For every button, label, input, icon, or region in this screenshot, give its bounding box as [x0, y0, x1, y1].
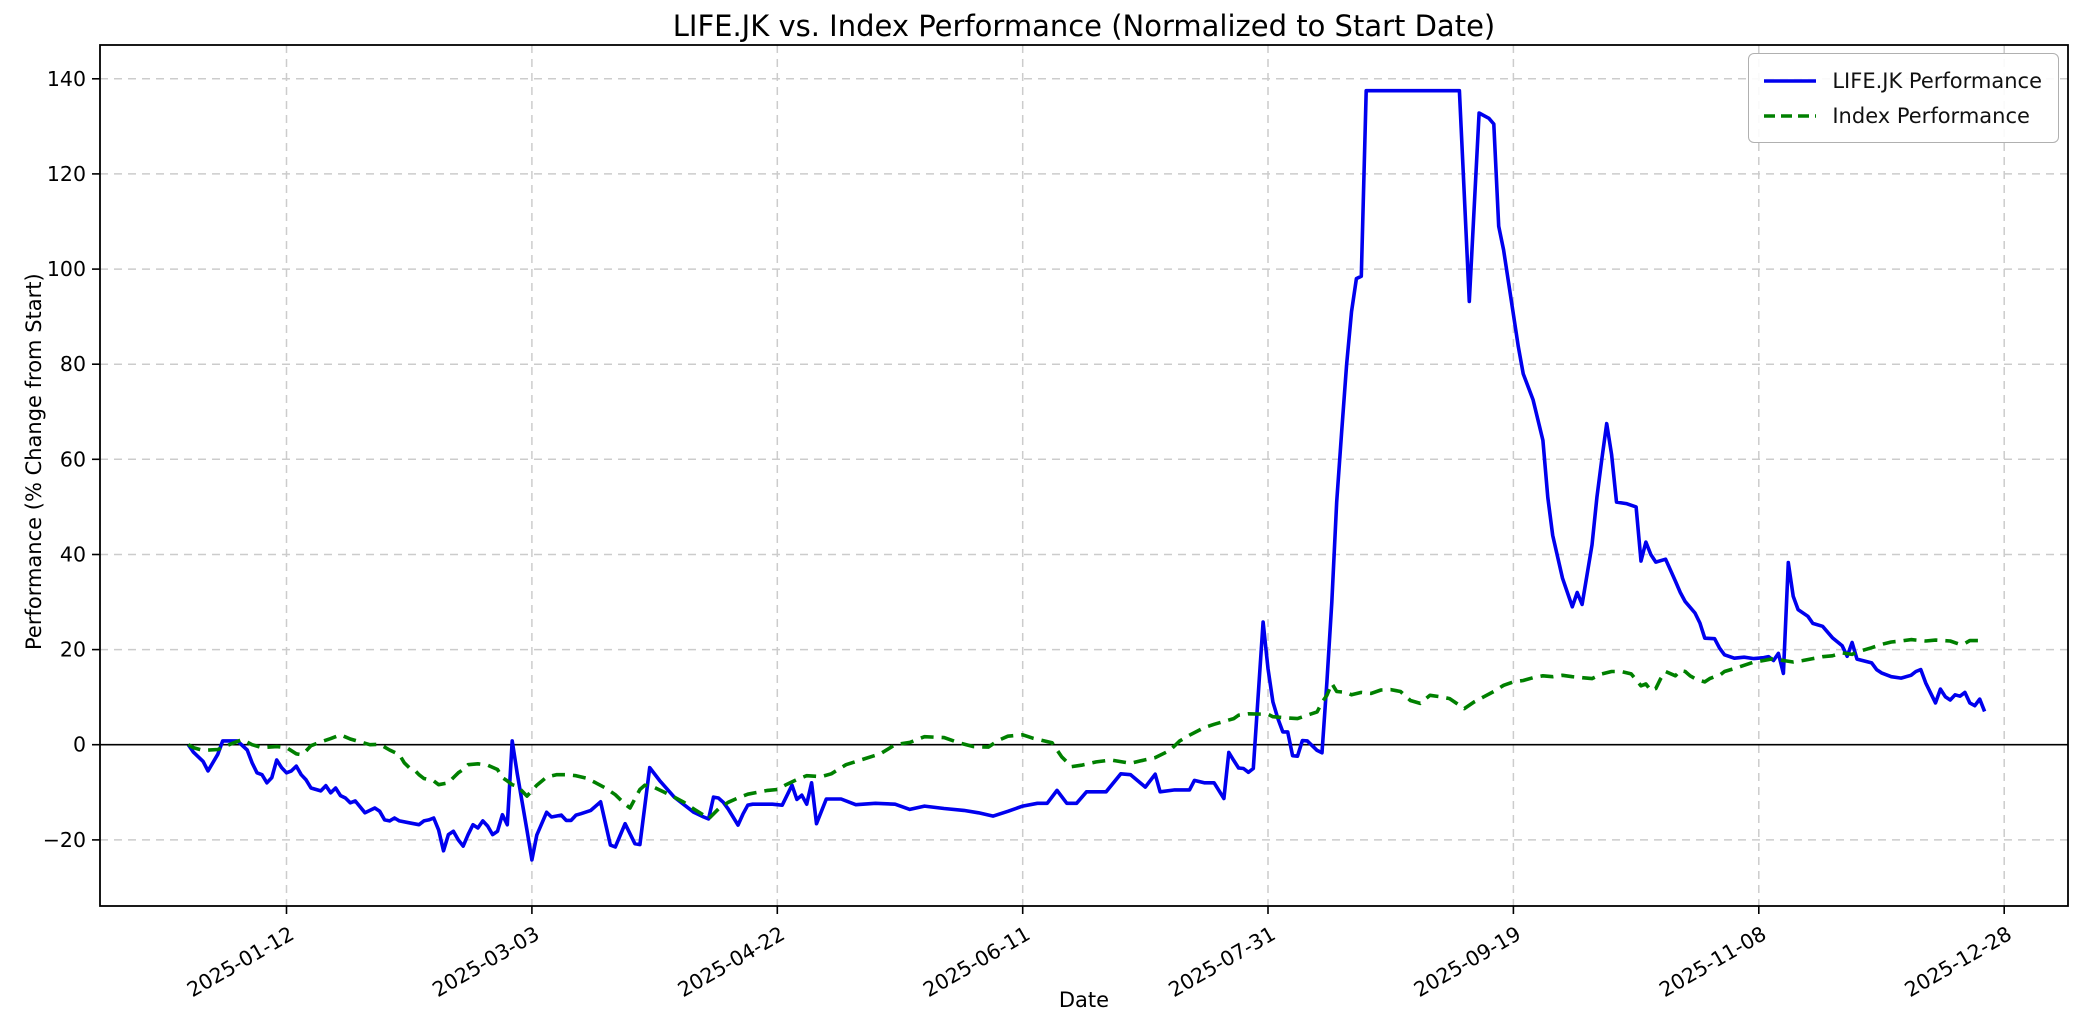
y-tick-label: −20 — [43, 828, 86, 852]
series-line-index — [187, 637, 1986, 821]
series-line-life-jk — [186, 88, 1987, 862]
y-tick-label: 40 — [60, 543, 86, 567]
y-tick-label: 60 — [60, 447, 86, 471]
y-tick-label: 0 — [73, 733, 86, 757]
y-tick-label: 80 — [60, 352, 86, 376]
plot-border — [99, 44, 2069, 907]
y-tick-label: 120 — [47, 162, 86, 186]
legend-label-index: Index Performance — [1832, 103, 2030, 128]
x-axis-label: Date — [1058, 988, 1110, 1012]
chart-title: LIFE.JK vs. Index Performance (Normalize… — [672, 9, 1496, 43]
legend-line-sample-solid-icon — [1764, 78, 1817, 83]
legend-label-life-jk: LIFE.JK Performance — [1832, 68, 2042, 93]
y-tick-label: 100 — [47, 257, 86, 281]
legend-item-index: Index Performance — [1762, 98, 2042, 133]
y-tick-label: 140 — [47, 67, 86, 91]
legend: LIFE.JK Performance Index Performance — [1748, 53, 2059, 143]
legend-item-life-jk: LIFE.JK Performance — [1762, 63, 2042, 98]
y-tick-label: 20 — [60, 638, 86, 662]
y-axis-label: Performance (% Change from Start) — [22, 273, 46, 650]
legend-line-sample-dashed-icon — [1764, 113, 1817, 118]
